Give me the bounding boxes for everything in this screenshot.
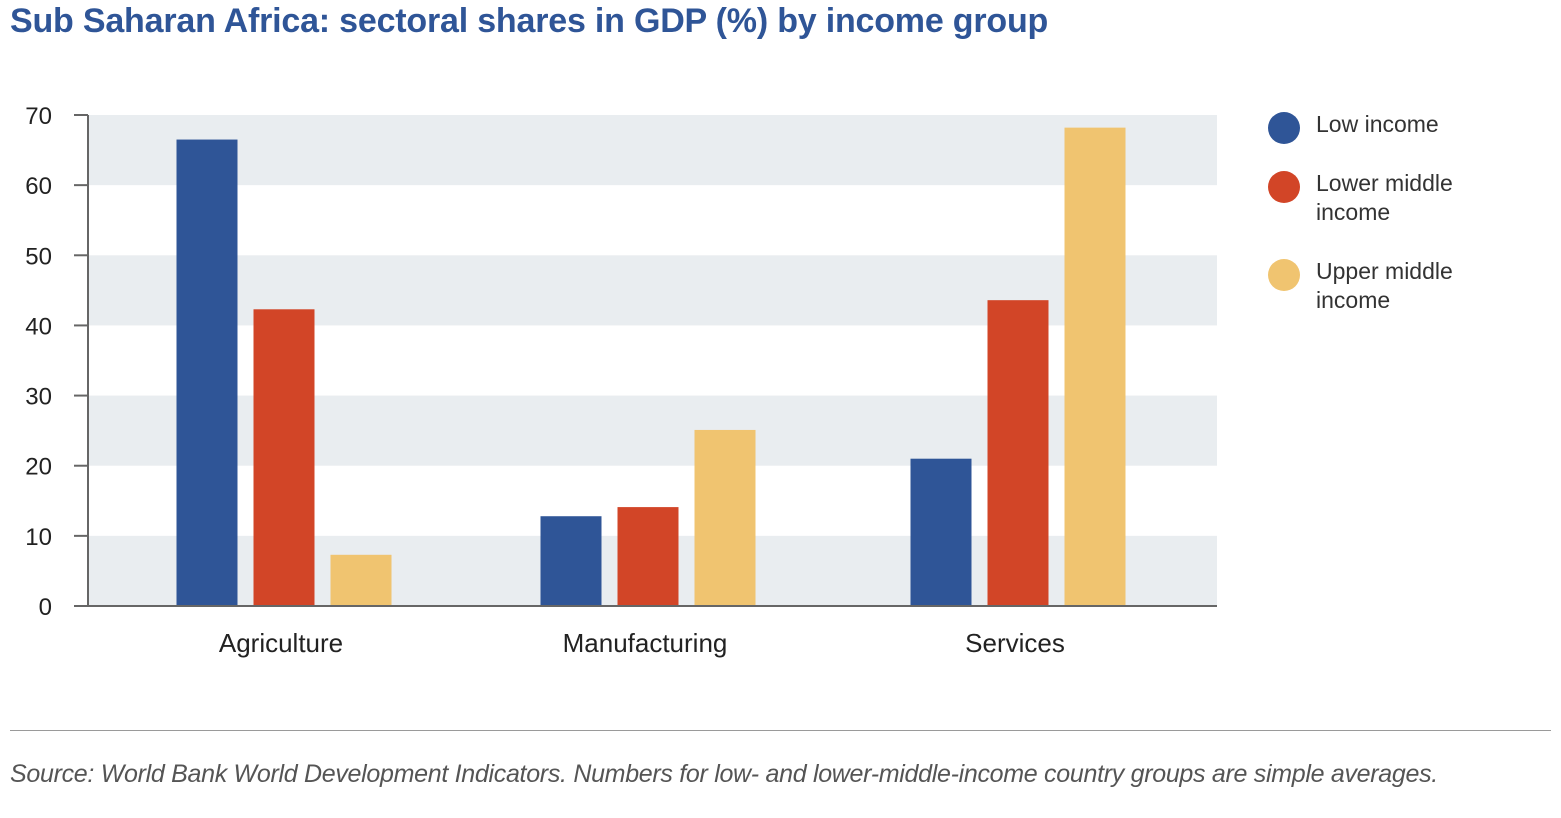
bar-upper-middle-income-manufacturing — [694, 429, 756, 606]
axes — [74, 115, 1217, 607]
legend-item-lower-middle-income: Lower middle income — [1268, 169, 1528, 227]
bar-upper-middle-income-agriculture — [330, 554, 392, 606]
bar-lower-middle-income-services — [987, 300, 1049, 606]
legend-swatch-lower-middle-income — [1268, 171, 1300, 203]
bar-lower-middle-income-agriculture — [253, 309, 315, 606]
bar-low-income-manufacturing — [540, 516, 602, 606]
legend-label: Lower middle income — [1316, 170, 1453, 225]
legend-swatch-low-income — [1268, 112, 1300, 144]
bar-lower-middle-income-manufacturing — [617, 507, 679, 606]
y-tick-label: 50 — [25, 243, 52, 270]
x-category-label: Services — [965, 628, 1065, 658]
x-category-label: Manufacturing — [563, 628, 728, 658]
y-axis-ticks: 0 10 20 30 40 50 60 70 — [25, 103, 88, 621]
bar-low-income-services — [910, 458, 972, 606]
source-note: Source: World Bank World Development Ind… — [10, 760, 1438, 788]
bar-group — [176, 127, 1126, 607]
y-tick-label: 40 — [25, 313, 52, 340]
y-tick-label: 20 — [25, 454, 52, 481]
legend-item-low-income: Low income — [1268, 110, 1528, 144]
legend-label: Upper middle income — [1316, 258, 1453, 313]
x-axis-labels: Agriculture Manufacturing Services — [219, 628, 1065, 658]
bar-upper-middle-income-services — [1064, 127, 1126, 606]
footer-divider — [10, 730, 1551, 731]
y-tick-label: 60 — [25, 173, 52, 200]
grid-band — [88, 115, 1217, 186]
bar-low-income-agriculture — [176, 139, 238, 607]
y-tick-label: 10 — [25, 524, 52, 551]
legend-label: Low income — [1316, 111, 1439, 137]
chart-title: Sub Saharan Africa: sectoral shares in G… — [10, 2, 1049, 40]
y-tick-label: 0 — [39, 594, 52, 621]
legend-swatch-upper-middle-income — [1268, 259, 1300, 291]
y-tick-label: 30 — [25, 384, 52, 411]
legend: Low income Lower middle income Upper mid… — [1268, 110, 1528, 345]
y-tick-label: 70 — [25, 103, 52, 130]
legend-item-upper-middle-income: Upper middle income — [1268, 257, 1528, 315]
x-category-label: Agriculture — [219, 628, 343, 658]
